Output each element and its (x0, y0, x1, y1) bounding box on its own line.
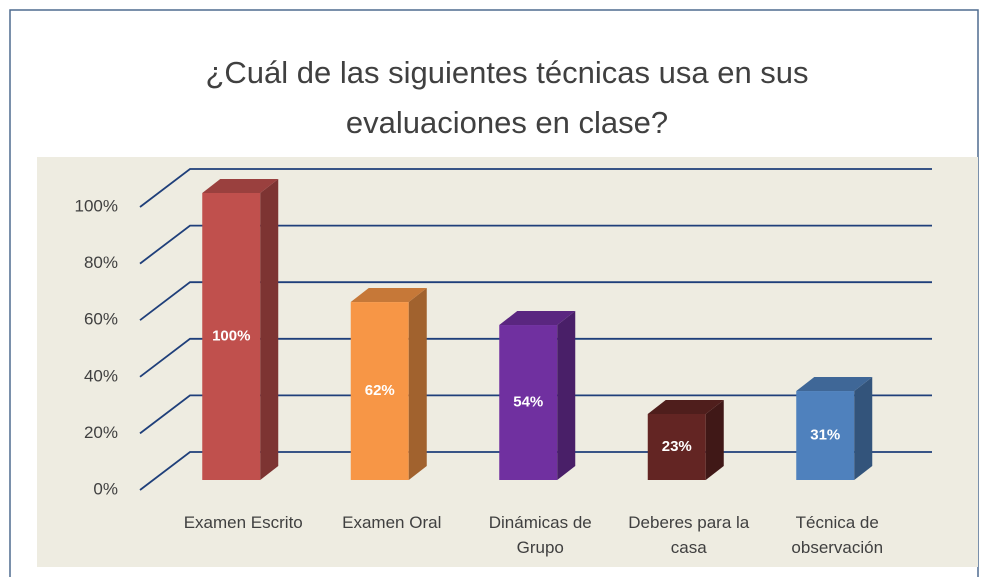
x-tick-label: Examen Escrito (183, 513, 303, 532)
bar-top (647, 399, 724, 414)
bar-side (408, 288, 427, 480)
data-label: 54% (513, 393, 543, 410)
y-tick-label: 100% (75, 196, 118, 215)
bar-top (499, 311, 576, 326)
bar (796, 391, 855, 480)
data-label: 31% (810, 426, 840, 443)
x-tick-label: Dinámicas de Grupo (488, 513, 592, 557)
bar-side (705, 399, 724, 480)
bar-side (557, 311, 576, 480)
grid-line (139, 281, 932, 321)
bar (499, 325, 558, 480)
grid-line (139, 168, 932, 208)
x-tick-label: Deberes para la casa (628, 513, 750, 557)
x-tick-label: Examen Oral (342, 513, 442, 532)
y-tick-label: 60% (84, 310, 118, 329)
bar-top (202, 179, 279, 193)
y-tick-label: 40% (84, 366, 118, 385)
x-tick-label: Técnica de observación (791, 513, 884, 557)
data-label: 23% (662, 438, 692, 455)
chart-title: ¿Cuál de las siguientes técnicas usa en … (205, 55, 809, 140)
y-tick-label: 0% (93, 479, 118, 498)
data-label: 62% (365, 382, 395, 399)
bar-side (260, 179, 279, 480)
bar (647, 413, 706, 480)
grid-line (139, 394, 932, 435)
y-tick-label: 20% (84, 423, 118, 442)
grid-line (139, 337, 932, 378)
bar (350, 302, 409, 480)
bar-top (796, 377, 873, 392)
grid-line (139, 224, 932, 265)
bar-top (350, 288, 427, 303)
bar-side (854, 377, 873, 480)
bar (202, 193, 261, 480)
y-tick-label: 80% (84, 253, 118, 272)
data-label: 100% (212, 327, 250, 344)
